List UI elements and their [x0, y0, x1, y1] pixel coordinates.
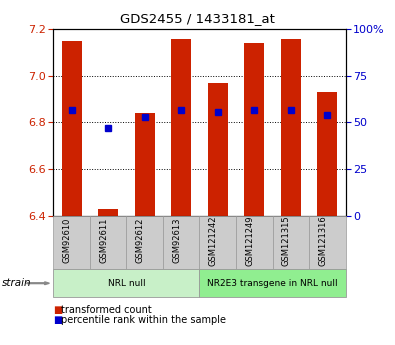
Text: GSM121315: GSM121315 [282, 215, 291, 266]
Bar [62, 41, 82, 216]
Bar [244, 43, 264, 216]
Text: NRL null: NRL null [107, 279, 145, 288]
Text: ■: ■ [53, 305, 62, 315]
Bar [98, 209, 118, 216]
Text: GSM92611: GSM92611 [99, 218, 108, 263]
Bar [281, 39, 301, 216]
Text: GSM121316: GSM121316 [318, 215, 327, 266]
Text: GSM92612: GSM92612 [135, 218, 145, 263]
Bar [208, 83, 228, 216]
Bar [171, 39, 191, 216]
Text: GSM92613: GSM92613 [172, 218, 181, 263]
Text: NR2E3 transgene in NRL null: NR2E3 transgene in NRL null [207, 279, 338, 288]
Text: strain: strain [2, 278, 32, 288]
Text: GDS2455 / 1433181_at: GDS2455 / 1433181_at [120, 12, 275, 25]
Text: GSM121249: GSM121249 [245, 215, 254, 266]
Text: transformed count: transformed count [61, 305, 152, 315]
Text: GSM92610: GSM92610 [62, 218, 71, 263]
Text: percentile rank within the sample: percentile rank within the sample [61, 315, 226, 325]
Text: GSM121242: GSM121242 [209, 215, 218, 266]
Bar [135, 113, 155, 216]
Text: ■: ■ [53, 315, 62, 325]
Bar [317, 92, 337, 216]
